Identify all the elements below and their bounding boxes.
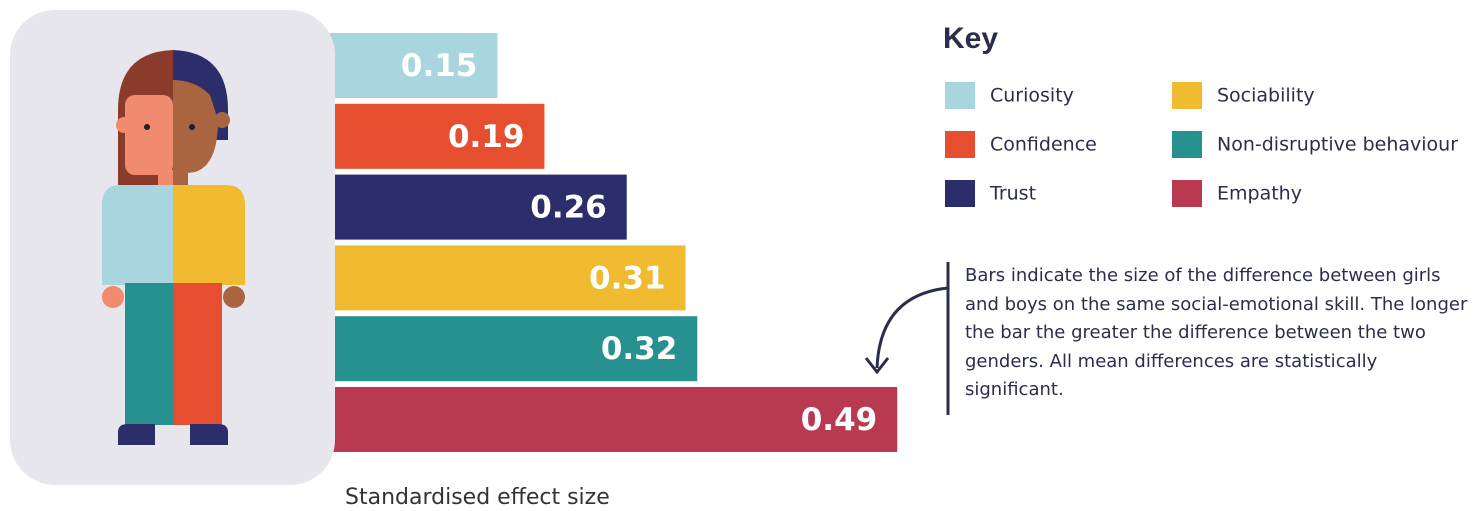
value-label: 0.31: [589, 260, 666, 296]
legend-label: Sociability: [1217, 85, 1315, 107]
legend-swatch: [945, 180, 975, 207]
legend-title: Key: [943, 22, 998, 55]
legend-label: Non-disruptive behaviour: [1217, 134, 1458, 156]
annotation-arrowhead: [864, 357, 890, 375]
value-label: 0.32: [601, 331, 678, 367]
legend-swatch: [1172, 180, 1202, 207]
bar: [321, 174, 627, 240]
bar: [321, 316, 698, 382]
x-axis-label: Standardised effect size: [345, 485, 610, 510]
legend-swatch: [1172, 82, 1202, 109]
legend-swatch: [945, 131, 975, 158]
value-label: 0.49: [801, 402, 878, 438]
legend-label: Confidence: [990, 134, 1097, 156]
bars: 0.15 0.190.26 0.31 0.32 0.49: [321, 33, 898, 452]
legend-label: Empathy: [1217, 183, 1302, 205]
value-label: 0.19: [448, 119, 525, 155]
legend-label: Curiosity: [990, 85, 1074, 107]
value-label: 0.26: [530, 190, 607, 226]
legend-label: Trust: [989, 183, 1036, 205]
legend-swatch: [945, 82, 975, 109]
bar: [321, 103, 545, 169]
bar: [321, 33, 498, 98]
value-label: 0.15: [401, 48, 478, 84]
annotation: Bars indicate the size of the difference…: [965, 265, 1468, 400]
annotation-arrow: [875, 286, 949, 369]
bar: [321, 387, 898, 452]
legend: Curiosity Confidence Trust Sociability Non-d…: [945, 82, 1458, 207]
person-figure: [102, 50, 245, 445]
legend-swatch: [1172, 131, 1202, 158]
bar: [321, 245, 686, 311]
